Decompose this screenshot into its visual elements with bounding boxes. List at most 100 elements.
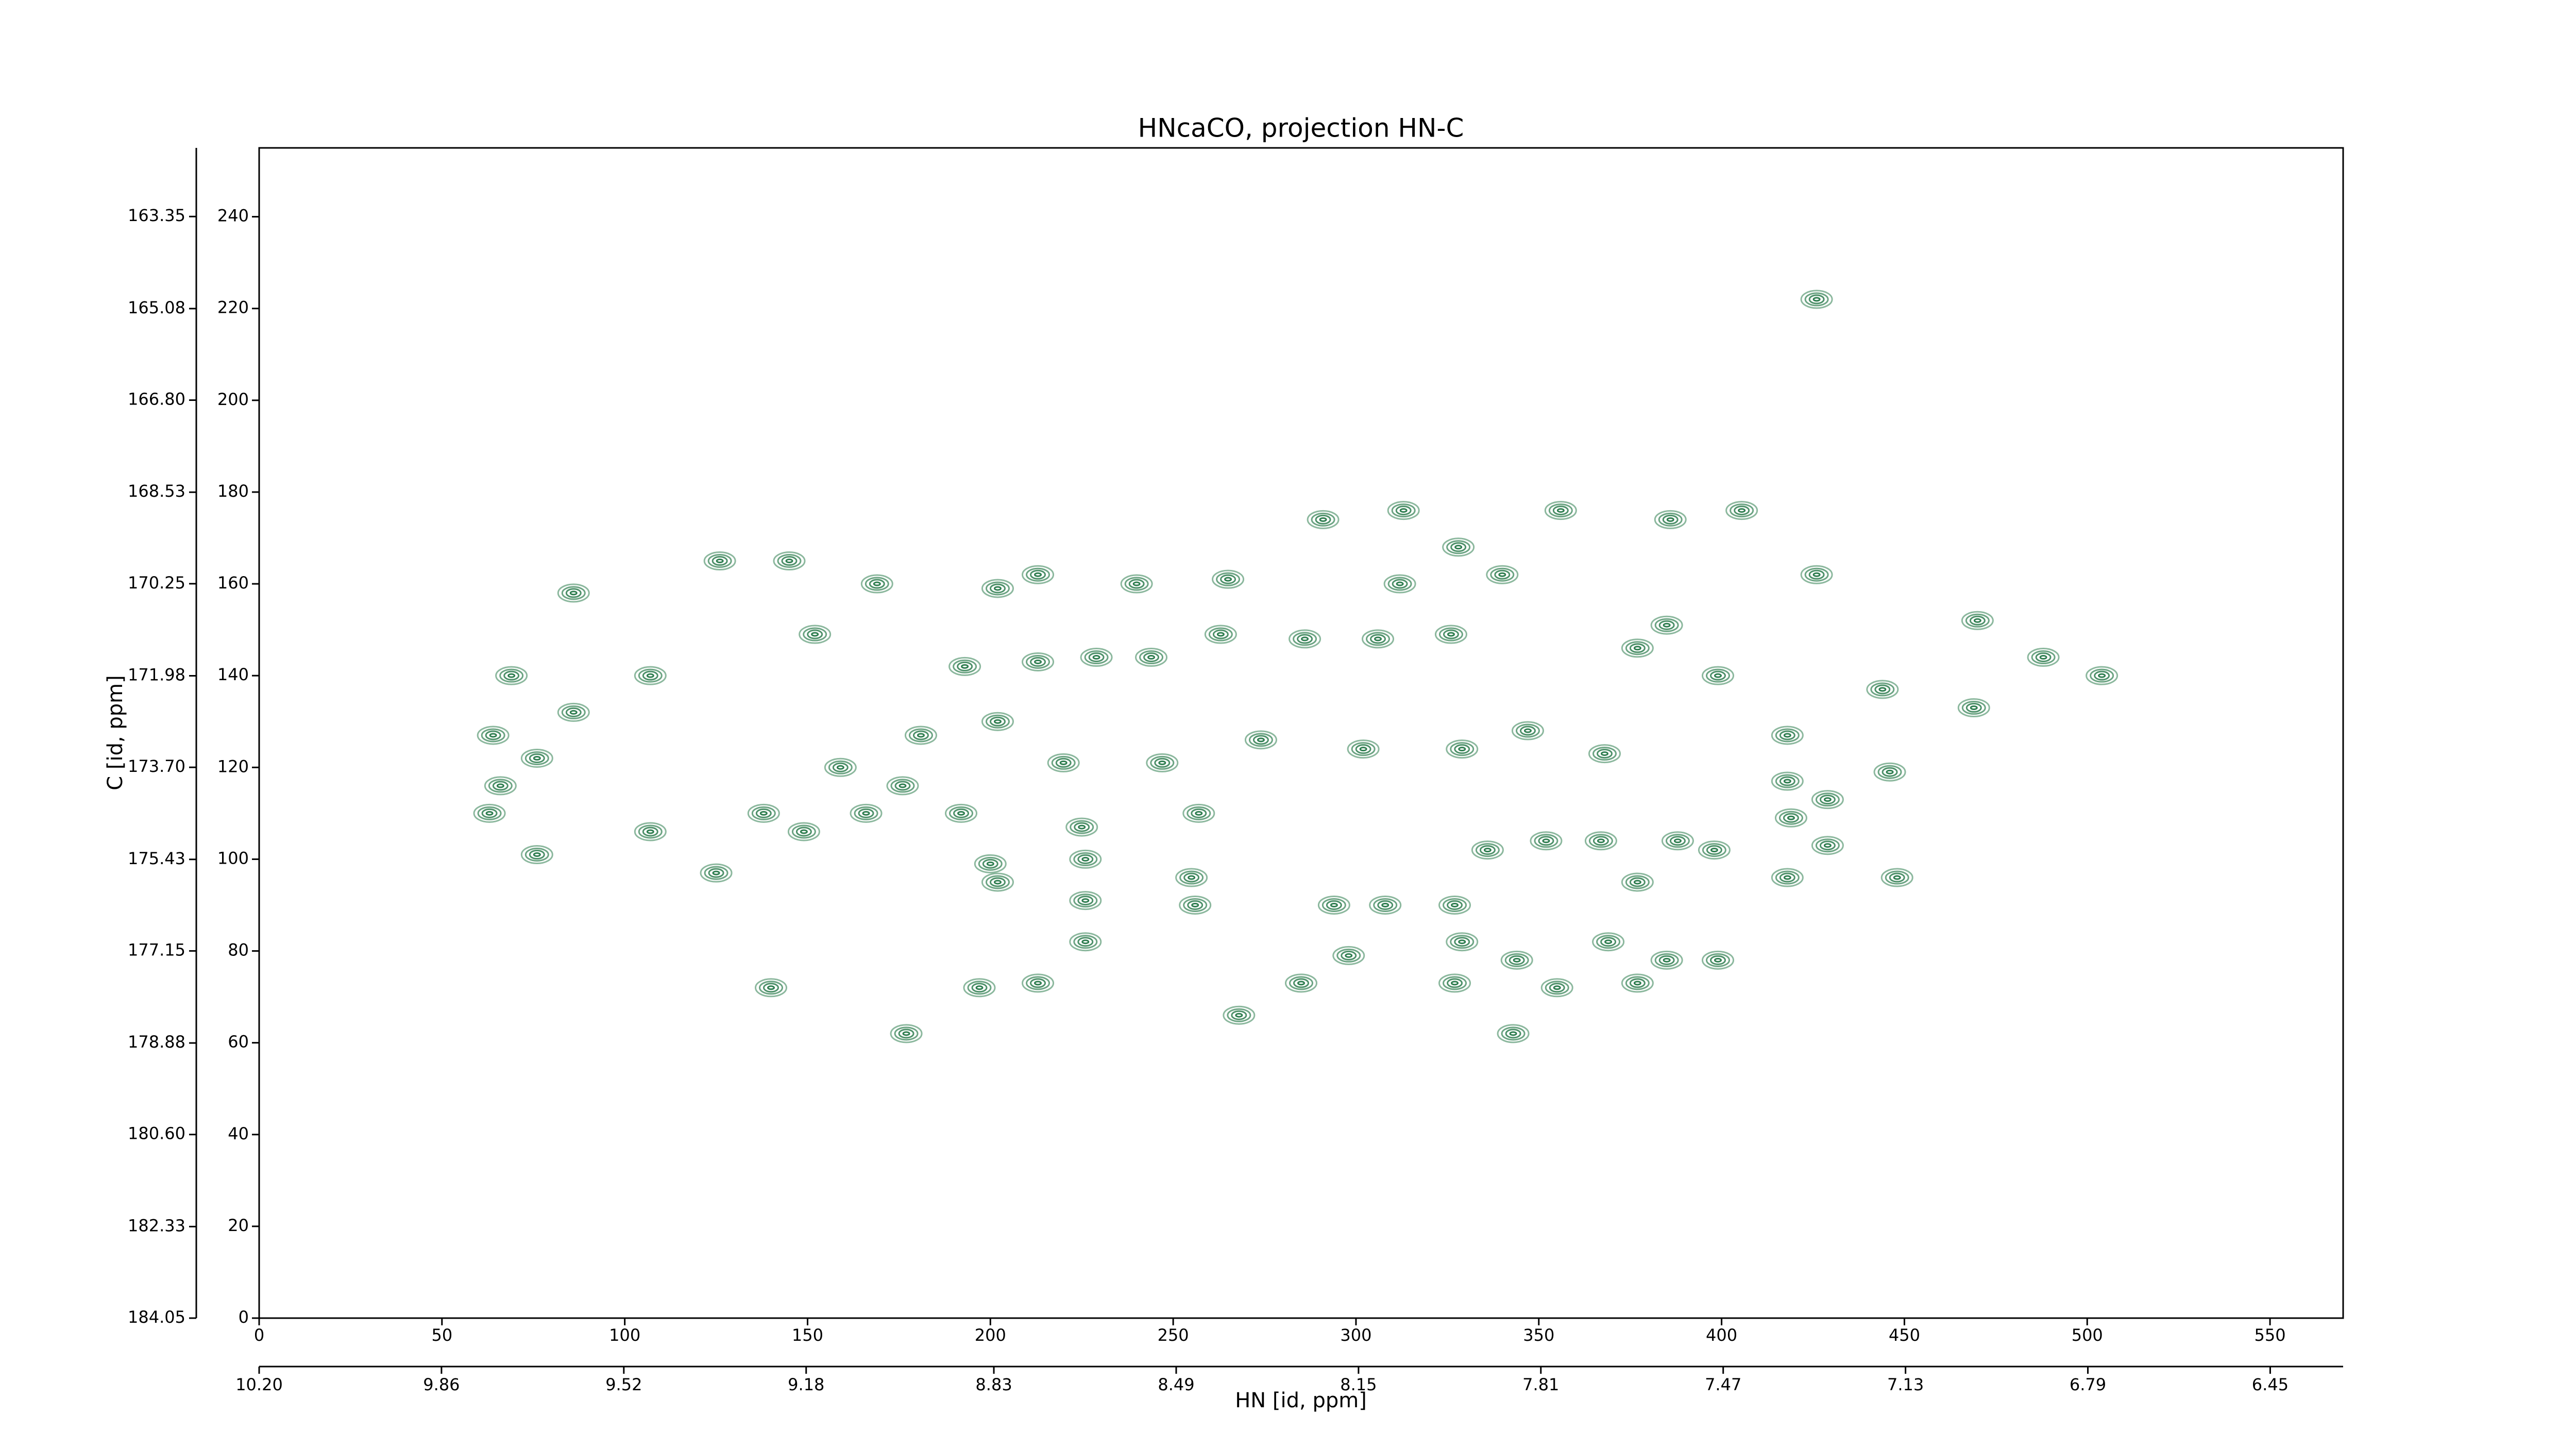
contour-ring bbox=[1069, 849, 1102, 869]
contour-ring bbox=[1297, 634, 1313, 644]
peak bbox=[2086, 666, 2119, 685]
peak bbox=[1289, 629, 1321, 649]
contour-ring bbox=[704, 866, 728, 880]
contour-ring bbox=[1051, 755, 1076, 770]
contour-ring bbox=[1885, 870, 1909, 885]
contour-ring bbox=[1511, 721, 1544, 740]
contour-ring bbox=[1454, 744, 1470, 754]
contour-ring bbox=[1434, 625, 1467, 644]
contour-ring bbox=[791, 824, 816, 839]
contour-ring bbox=[1490, 567, 1515, 582]
contour-ring bbox=[503, 670, 520, 681]
contour-ring bbox=[1026, 654, 1050, 669]
contour-ring bbox=[557, 702, 590, 722]
peak bbox=[1771, 726, 1804, 745]
peak bbox=[1204, 625, 1237, 644]
contour-ring bbox=[832, 762, 849, 772]
contour-ring bbox=[803, 627, 827, 642]
contour-ring bbox=[974, 854, 1007, 873]
contour-ring bbox=[1030, 978, 1046, 988]
peak bbox=[1317, 895, 1350, 915]
peak bbox=[1244, 730, 1277, 750]
contour-ring bbox=[1347, 739, 1380, 759]
contour-ring bbox=[1191, 902, 1199, 907]
contour-ring bbox=[1081, 856, 1090, 862]
contour-ring bbox=[1658, 512, 1683, 527]
peak bbox=[1654, 510, 1687, 529]
contour-ring bbox=[561, 705, 586, 719]
contour-ring bbox=[1362, 629, 1395, 649]
contour-ring bbox=[949, 806, 974, 820]
contour-ring bbox=[1889, 872, 1905, 883]
contour-ring bbox=[1523, 728, 1532, 733]
contour-ring bbox=[1706, 668, 1730, 683]
contour-ring bbox=[1633, 880, 1641, 885]
contour-ring bbox=[1702, 950, 1734, 970]
contour-ring bbox=[499, 668, 524, 683]
peak bbox=[1497, 1024, 1530, 1043]
contour-ring bbox=[1077, 896, 1094, 906]
contour-ring bbox=[1073, 894, 1098, 908]
contour-ring bbox=[1216, 572, 1241, 586]
contour-ring bbox=[492, 781, 509, 791]
y-tick-label: 200 bbox=[217, 390, 249, 409]
contour-ring bbox=[824, 757, 857, 777]
contour-ring bbox=[1783, 875, 1791, 880]
contour-ring bbox=[1866, 680, 1899, 699]
contour-ring bbox=[854, 806, 878, 820]
contour-ring bbox=[781, 556, 798, 566]
contour-ring bbox=[2090, 668, 2114, 683]
contour-ring bbox=[1584, 831, 1617, 851]
y2-tick-label: 173.70 bbox=[128, 756, 185, 776]
contour-ring bbox=[1026, 567, 1050, 582]
contour-ring bbox=[1220, 574, 1236, 584]
contour-ring bbox=[524, 848, 549, 862]
contour-ring bbox=[1195, 811, 1203, 816]
contour-ring bbox=[1187, 806, 1211, 820]
contour-ring bbox=[1146, 753, 1179, 772]
contour-ring bbox=[565, 707, 582, 717]
contour-ring bbox=[759, 811, 768, 816]
peak bbox=[1179, 895, 1212, 915]
x2-tick-label: 8.15 bbox=[1340, 1375, 1377, 1394]
contour-ring bbox=[712, 870, 720, 875]
contour-ring bbox=[1588, 744, 1621, 764]
contour-ring bbox=[1549, 983, 1565, 993]
contour-ring bbox=[836, 765, 844, 770]
peak bbox=[634, 666, 667, 685]
contour-ring bbox=[1451, 902, 1459, 907]
contour-ring bbox=[1973, 618, 1981, 623]
contour-ring bbox=[1957, 698, 1990, 718]
contour-ring bbox=[1179, 870, 1204, 885]
peak bbox=[948, 656, 981, 676]
contour-ring bbox=[1702, 843, 1726, 857]
x2-tick-label: 9.52 bbox=[605, 1375, 642, 1394]
contour-ring bbox=[1505, 1029, 1521, 1039]
contour-ring bbox=[1654, 953, 1679, 967]
x-tick-label: 400 bbox=[1706, 1325, 1737, 1345]
contour-ring bbox=[1654, 618, 1679, 632]
contour-ring bbox=[529, 753, 545, 763]
contour-ring bbox=[1204, 625, 1237, 644]
contour-ring bbox=[1886, 769, 1894, 774]
contour-ring bbox=[634, 822, 667, 841]
contour-ring bbox=[1714, 957, 1722, 963]
contour-ring bbox=[755, 808, 772, 818]
contour-ring bbox=[858, 808, 874, 818]
peak bbox=[974, 854, 1007, 873]
contour-ring bbox=[1661, 831, 1694, 851]
peak bbox=[495, 666, 528, 685]
contour-ring bbox=[1823, 797, 1832, 802]
contour-ring bbox=[1706, 953, 1730, 967]
contour-ring bbox=[894, 1026, 919, 1041]
contour-ring bbox=[1124, 577, 1149, 591]
contour-ring bbox=[777, 554, 802, 568]
contour-ring bbox=[828, 760, 853, 774]
contour-ring bbox=[1771, 868, 1804, 887]
contour-ring bbox=[1513, 957, 1521, 963]
contour-ring bbox=[890, 1024, 923, 1043]
contour-ring bbox=[496, 783, 504, 788]
contour-ring bbox=[759, 981, 784, 995]
y-tick-label: 120 bbox=[217, 756, 249, 776]
